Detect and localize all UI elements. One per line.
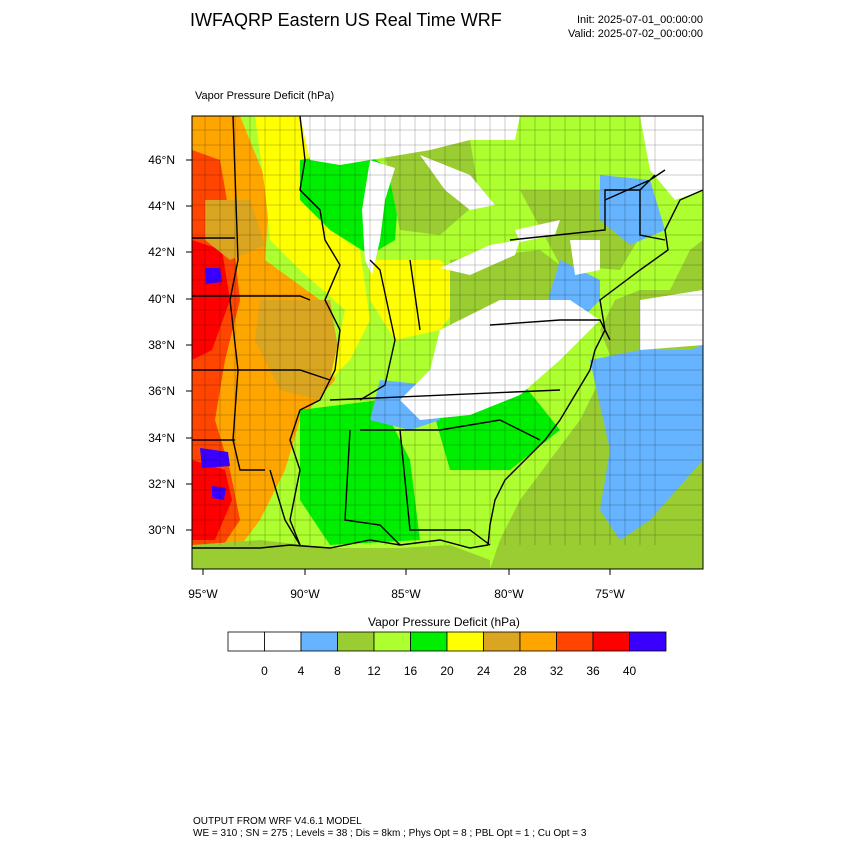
lon-labels: 95°W 90°W 85°W 80°W 75°W (188, 587, 625, 601)
lake-michigan (362, 160, 395, 275)
colorbar-swatch (629, 631, 667, 652)
colorbar-tick-label: 12 (367, 664, 381, 678)
colorbar-tick-label: 28 (513, 664, 527, 678)
colorbar-tick-label: 20 (440, 664, 454, 678)
map-plot-area (192, 116, 703, 569)
colorbar-swatch (227, 631, 265, 652)
colorbar (227, 631, 667, 652)
field-purple-2 (200, 448, 230, 468)
colorbar-tick-label: 8 (334, 664, 341, 678)
model-info-line1: OUTPUT FROM WRF V4.6.1 MODEL (193, 816, 362, 827)
colorbar-tick-labels: 0 4 8 12 16 20 24 28 32 36 40 (261, 664, 636, 678)
plot-title: IWFAQRP Eastern US Real Time WRF (190, 10, 502, 30)
lat-label: 42°N (148, 245, 175, 259)
field-purple-1 (205, 268, 222, 284)
colorbar-swatch (483, 631, 521, 652)
county-grid (192, 116, 703, 545)
field-purple-3 (212, 486, 226, 500)
colorbar-swatch (337, 631, 375, 652)
colorbar-tick-label: 32 (550, 664, 564, 678)
colorbar-tick-label: 24 (477, 664, 491, 678)
colorbar-tick-label: 0 (261, 664, 268, 678)
field-yellow-midwest (255, 116, 370, 380)
field-green-south (300, 400, 420, 545)
colorbar-swatch (519, 631, 557, 652)
field-white-maine (640, 116, 703, 200)
coastline (192, 189, 703, 549)
init-time: Init: 2025-07-01_00:00:00 (577, 14, 703, 26)
model-info: OUTPUT FROM WRF V4.6.1 MODEL WE = 310 ; … (193, 816, 586, 840)
colorbar-tick-label: 4 (298, 664, 305, 678)
lon-label: 95°W (188, 587, 218, 601)
colorbar-swatch (410, 631, 448, 652)
ocean-white (640, 290, 703, 350)
lat-label: 36°N (148, 384, 175, 398)
colorbar-title: Vapor Pressure Deficit (hPa) (368, 615, 520, 629)
field-blue-ne (600, 175, 665, 245)
lat-labels: 46°N 44°N 42°N 40°N 38°N 36°N 34°N 32°N … (148, 153, 175, 537)
model-info-line2: WE = 310 ; SN = 275 ; Levels = 38 ; Dis … (193, 828, 587, 839)
lat-label: 40°N (148, 292, 175, 306)
lat-label: 30°N (148, 523, 175, 537)
colorbar-tick-label: 16 (404, 664, 418, 678)
time-info: Init: 2025-07-01_00:00:00 Valid: 2025-07… (568, 13, 703, 41)
colorbar-swatch (446, 631, 484, 652)
map-frame (191, 115, 704, 570)
colorbar-swatch (592, 631, 630, 652)
lat-label: 34°N (148, 431, 175, 445)
colorbar-swatch (264, 631, 302, 652)
lon-ticks (202, 569, 611, 575)
lat-label: 32°N (148, 477, 175, 491)
colorbar-swatch (373, 631, 411, 652)
lon-label: 75°W (595, 587, 625, 601)
colorbar-tick-label: 40 (623, 664, 637, 678)
colorbar-swatch (300, 631, 338, 652)
ocean-blue (590, 345, 703, 540)
lat-label: 44°N (148, 199, 175, 213)
lat-ticks (186, 159, 192, 531)
lon-label: 85°W (391, 587, 421, 601)
lon-label: 80°W (494, 587, 524, 601)
colorbar-tick-label: 36 (586, 664, 600, 678)
lon-label: 90°W (290, 587, 320, 601)
lat-label: 46°N (148, 153, 175, 167)
colorbar-swatch (556, 631, 594, 652)
valid-time: Valid: 2025-07-02_00:00:00 (568, 28, 703, 40)
field-label: Vapor Pressure Deficit (hPa) (195, 90, 335, 102)
lat-label: 38°N (148, 338, 175, 352)
field-red-west (192, 240, 230, 360)
field-white-ny (570, 240, 600, 275)
lake-ontario (515, 220, 560, 242)
lake-huron (420, 155, 495, 210)
